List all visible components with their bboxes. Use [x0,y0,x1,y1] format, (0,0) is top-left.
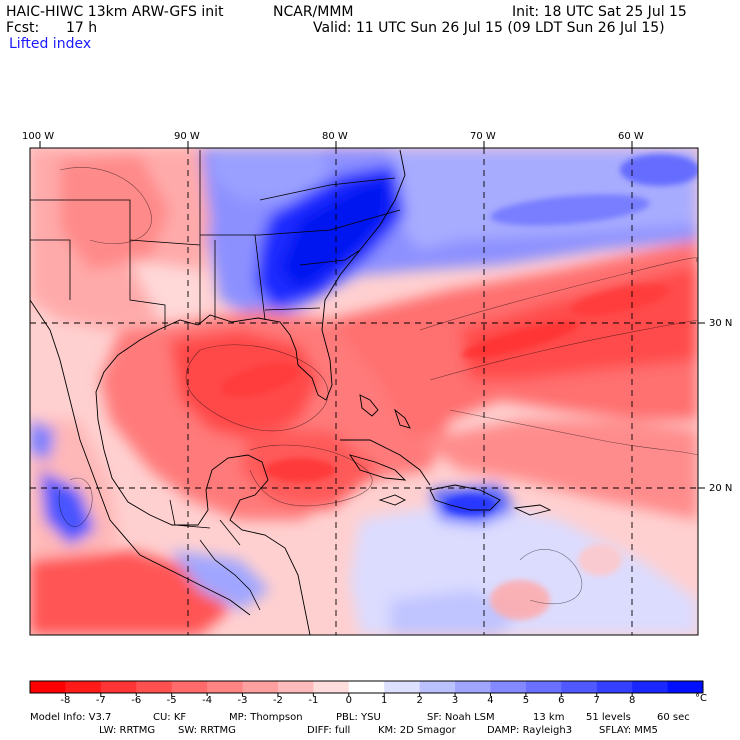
colorbar-swatch [384,681,421,693]
lon-label-70w: 70 W [470,131,496,142]
agency: NCAR/MMM [273,4,354,20]
colorbar-tick-label: -8 [60,695,71,706]
colorbar-swatch [313,681,350,693]
microphysics-scheme: MP: Thompson [229,712,303,723]
grid-spacing: 13 km [533,712,565,723]
colorbar-swatch [136,681,173,693]
colorbar-tick-label: 2 [416,695,423,706]
shortwave-scheme: SW: RRTMG [178,725,236,736]
colorbar-swatch [277,681,314,693]
lon-label-90w: 90 W [174,131,200,142]
longwave-scheme: LW: RRTMG [99,725,156,736]
colorbar-tick-label: -5 [166,695,177,706]
colorbar-tick-label: 4 [487,695,494,706]
colorbar-tick-label: 6 [558,695,565,706]
colorbar-swatch [455,681,491,693]
axis-ticks [39,141,705,489]
damping-option: DAMP: Rayleigh3 [487,725,573,736]
colorbar-tick-label: 3 [451,695,459,706]
forecast-hours: 17 h [66,20,98,36]
lon-label-60w: 60 W [618,131,644,142]
colorbar-swatch [525,681,562,693]
colorbar-swatch [561,681,598,693]
colorbar [29,680,704,696]
colorbar-tick-label: -1 [308,695,319,706]
coastlines [30,149,552,635]
surface-layer-option: SFLAY: MM5 [599,725,658,736]
colorbar-swatch [171,681,208,693]
time-step: 60 sec [657,712,690,723]
contour-lines [58,167,698,605]
colorbar-swatch [30,681,66,693]
surface-scheme: SF: Noah LSM [427,712,495,723]
colorbar-tick-label: -6 [131,695,142,706]
graticule [30,148,698,635]
colorbar-tick-label: -3 [237,695,248,706]
lat-label-20n: 20 N [709,483,733,494]
model-info: Model Info: V3.7 [30,712,112,723]
colorbar-swatch [100,681,137,693]
colorbar-swatch [596,681,633,693]
colorbar-tick-label: 8 [628,695,636,706]
political-borders [30,150,401,611]
colorbar-tick-label: 1 [381,695,388,706]
diffusion-option: DIFF: full [307,725,351,736]
cumulus-scheme: CU: KF [153,712,187,723]
model-title: HAIC-HIWC 13km ARW-GFS init [6,4,224,20]
colorbar-swatch [242,681,279,693]
lon-label-80w: 80 W [322,131,348,142]
pbl-scheme: PBL: YSU [336,712,381,723]
forecast-label: Fcst: [6,20,40,36]
colorbar-swatch [419,681,456,693]
colorbar-unit: °C [695,693,707,704]
map-frame [29,147,699,636]
colorbar-swatch [632,681,669,693]
colorbar-frame [29,680,704,694]
colorbar-swatch [490,681,527,693]
lifted-index-field [30,148,698,635]
colorbar-swatch [667,681,704,693]
init-time: Init: 18 UTC Sat 25 Jul 15 [512,4,687,20]
colorbar-tick-label: -4 [202,695,213,706]
colorbar-swatch [207,681,244,693]
colorbar-swatch [65,681,102,693]
colorbar-tick-label: 7 [593,695,600,706]
field-name: Lifted index [9,36,92,52]
lon-label-100w: 100 W [22,131,55,142]
lat-label-30n: 30 N [709,318,733,329]
valid-time: Valid: 11 UTC Sun 26 Jul 15 (09 LDT Sun … [313,20,665,36]
km-option: KM: 2D Smagor [378,725,456,736]
colorbar-tick-label: 5 [522,695,530,706]
vertical-levels: 51 levels [586,712,631,723]
colorbar-tick-label: 0 [345,695,352,706]
colorbar-tick-label: -2 [272,695,283,706]
colorbar-tick-label: -7 [95,695,106,706]
colorbar-swatch [348,681,385,693]
